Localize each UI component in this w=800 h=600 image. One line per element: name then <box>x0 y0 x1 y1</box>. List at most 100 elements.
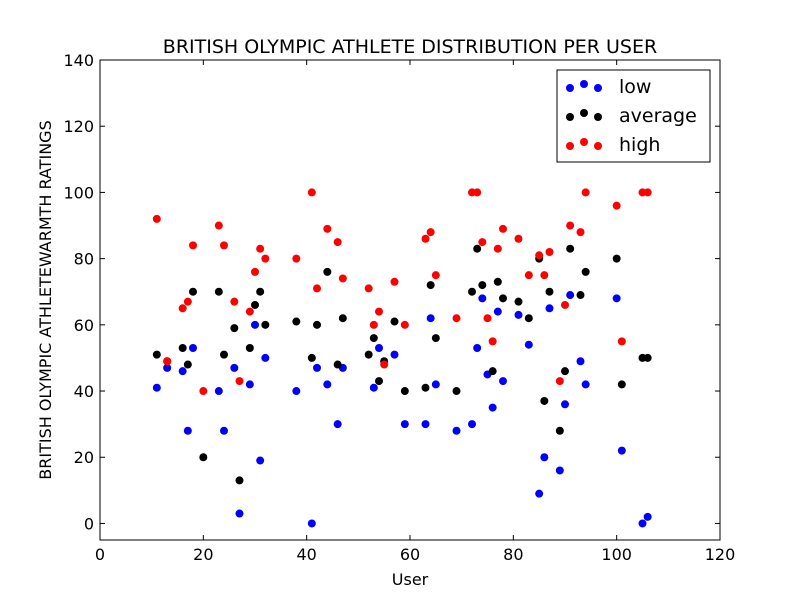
point-average-10 <box>245 344 254 352</box>
point-average-45 <box>581 267 590 276</box>
point-high-28 <box>431 271 440 280</box>
point-high-44 <box>566 221 575 230</box>
point-average-49 <box>643 353 652 362</box>
point-high-14 <box>292 254 301 263</box>
legend-marker-average <box>580 109 588 117</box>
legend-marker-low <box>580 80 588 88</box>
point-high-24 <box>390 277 399 286</box>
legend-label-high: high <box>619 134 660 156</box>
legend-marker-average <box>594 113 602 121</box>
legend-marker-average <box>566 113 574 121</box>
point-average-35 <box>499 294 507 303</box>
point-high-3 <box>183 297 192 306</box>
point-high-50 <box>643 188 652 197</box>
point-average-46 <box>612 254 621 263</box>
point-high-22 <box>375 307 383 316</box>
point-average-9 <box>235 476 244 485</box>
point-high-47 <box>612 201 621 210</box>
point-high-12 <box>256 244 265 253</box>
point-low-36 <box>535 489 544 498</box>
point-low-43 <box>581 380 590 389</box>
point-low-45 <box>617 446 626 455</box>
point-average-25 <box>400 387 409 396</box>
x-tick-label: 40 <box>296 545 316 564</box>
point-high-2 <box>178 304 187 313</box>
point-average-39 <box>540 396 549 405</box>
point-low-19 <box>369 383 378 392</box>
legend-marker-low <box>566 84 574 92</box>
point-low-6 <box>220 426 228 435</box>
legend-marker-high <box>580 138 588 146</box>
point-high-40 <box>540 271 549 280</box>
point-average-33 <box>488 367 497 376</box>
point-average-28 <box>431 334 440 343</box>
point-average-40 <box>545 287 554 296</box>
point-low-46 <box>638 519 647 528</box>
x-tick-label: 100 <box>601 545 632 564</box>
point-average-5 <box>199 453 208 462</box>
point-average-36 <box>514 297 523 306</box>
point-low-11 <box>256 456 265 465</box>
point-average-13 <box>261 320 270 329</box>
point-high-27 <box>426 228 435 237</box>
y-tick-label: 80 <box>74 250 94 269</box>
point-high-37 <box>514 234 523 243</box>
point-average-26 <box>421 383 430 392</box>
point-low-23 <box>421 420 430 429</box>
point-high-25 <box>400 320 409 329</box>
point-average-43 <box>566 244 575 253</box>
point-average-8 <box>230 324 239 333</box>
point-high-31 <box>473 188 482 197</box>
point-low-25 <box>431 380 440 389</box>
point-low-15 <box>313 363 321 372</box>
point-high-23 <box>380 360 389 369</box>
point-average-6 <box>214 287 223 296</box>
y-tick-label: 40 <box>74 382 94 401</box>
points-layer <box>152 188 652 528</box>
point-high-8 <box>230 297 239 306</box>
legend-label-low: low <box>619 76 651 98</box>
legend-marker-high <box>594 142 602 150</box>
point-average-3 <box>183 360 192 369</box>
point-low-31 <box>488 403 497 412</box>
point-high-41 <box>545 248 554 256</box>
point-high-18 <box>333 238 342 247</box>
point-low-24 <box>426 314 435 323</box>
point-average-29 <box>452 387 461 396</box>
point-high-48 <box>617 337 626 346</box>
y-tick-label: 60 <box>74 316 94 335</box>
point-high-20 <box>364 284 373 293</box>
point-low-0 <box>152 383 161 392</box>
point-high-45 <box>576 228 585 237</box>
y-tick-label: 20 <box>74 448 94 467</box>
point-low-20 <box>375 344 383 352</box>
legend: low average high <box>556 69 711 163</box>
legend-label-average: average <box>619 105 697 127</box>
point-high-33 <box>483 314 492 323</box>
point-high-36 <box>499 224 507 233</box>
point-low-28 <box>473 344 482 352</box>
point-low-26 <box>452 426 461 435</box>
chart-title: BRITISH OLYMPIC ATHLETE DISTRIBUTION PER… <box>163 36 657 58</box>
point-average-21 <box>369 334 378 343</box>
ticks-layer: 0 20 40 60 80 100 120 0 20 40 60 80 100 120 140 <box>63 51 735 564</box>
point-low-21 <box>390 350 399 359</box>
point-low-47 <box>643 512 652 521</box>
legend-marker-high <box>566 142 574 150</box>
point-high-21 <box>369 320 378 329</box>
point-high-38 <box>524 271 533 280</box>
point-high-19 <box>338 274 347 283</box>
point-average-11 <box>251 300 259 309</box>
point-low-42 <box>576 357 585 366</box>
point-high-34 <box>488 337 497 346</box>
point-low-29 <box>478 294 487 303</box>
point-high-4 <box>189 241 197 250</box>
point-high-6 <box>214 221 223 230</box>
x-tick-label: 20 <box>193 545 213 564</box>
point-average-15 <box>307 353 316 362</box>
point-low-2 <box>178 367 187 376</box>
point-low-35 <box>524 340 533 349</box>
point-high-10 <box>245 307 254 316</box>
y-tick-label: 0 <box>84 514 94 533</box>
